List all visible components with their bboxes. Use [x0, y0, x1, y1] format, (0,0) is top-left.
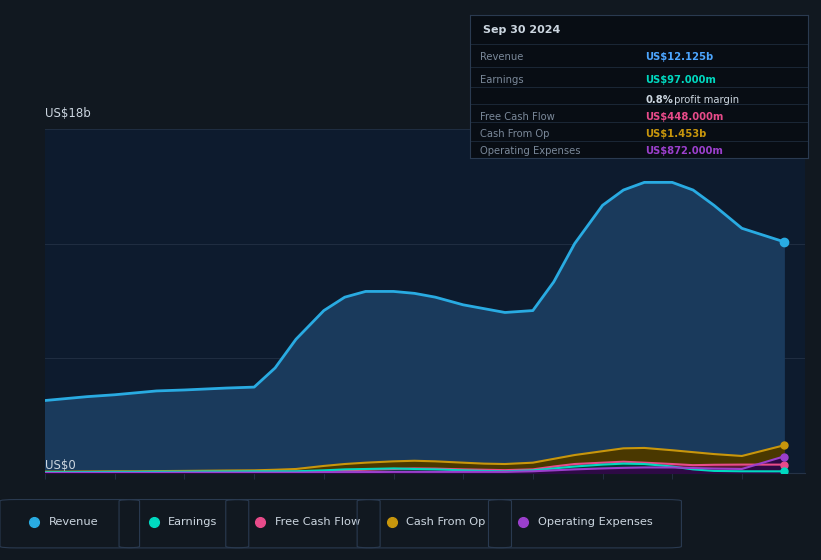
Text: US$872.000m: US$872.000m [645, 147, 723, 156]
Text: Cash From Op: Cash From Op [406, 517, 486, 527]
Text: Sep 30 2024: Sep 30 2024 [483, 25, 561, 35]
Text: US$1.453b: US$1.453b [645, 129, 707, 139]
Text: Earnings: Earnings [168, 517, 218, 527]
Text: Revenue: Revenue [49, 517, 99, 527]
Text: US$0: US$0 [45, 459, 76, 472]
Text: Free Cash Flow: Free Cash Flow [479, 112, 554, 122]
Text: Revenue: Revenue [479, 52, 523, 62]
Text: Operating Expenses: Operating Expenses [479, 147, 580, 156]
Text: 0.8%: 0.8% [645, 95, 673, 105]
Text: US$18b: US$18b [45, 108, 91, 120]
Text: Cash From Op: Cash From Op [479, 129, 549, 139]
Text: profit margin: profit margin [671, 95, 739, 105]
Text: Operating Expenses: Operating Expenses [538, 517, 653, 527]
Text: US$448.000m: US$448.000m [645, 112, 724, 122]
Text: Earnings: Earnings [479, 75, 523, 85]
Text: US$12.125b: US$12.125b [645, 52, 713, 62]
Text: Free Cash Flow: Free Cash Flow [275, 517, 360, 527]
Text: US$97.000m: US$97.000m [645, 75, 717, 85]
